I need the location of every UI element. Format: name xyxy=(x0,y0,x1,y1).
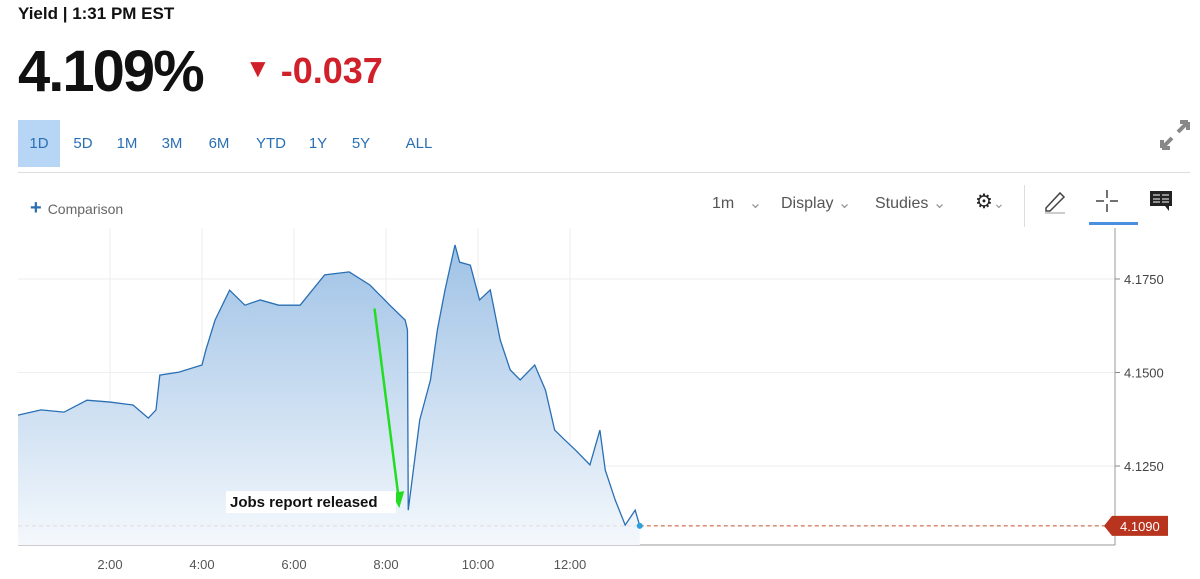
expand-icon[interactable] xyxy=(1158,118,1192,152)
range-tab-1y[interactable]: 1Y xyxy=(308,135,328,152)
comment-icon[interactable] xyxy=(1149,190,1173,217)
x-tick-label: 8:00 xyxy=(373,557,398,572)
studies-menu[interactable]: Studies ⌄ xyxy=(875,193,946,213)
display-menu[interactable]: Display ⌄ xyxy=(781,193,851,213)
range-tab-1d[interactable]: 1D xyxy=(18,120,60,167)
x-tick-label: 4:00 xyxy=(189,557,214,572)
crosshair-icon[interactable] xyxy=(1094,188,1120,219)
yield-chart[interactable]: 2:00 4:00 6:00 8:00 10:00 12:00 4.1250 4.1500 4.… xyxy=(0,228,1200,579)
y-tick-label: 4.1750 xyxy=(1124,272,1164,287)
last-value-badge xyxy=(1104,515,1168,536)
divider xyxy=(18,172,1190,173)
annotation-arrow xyxy=(373,308,400,496)
comparison-button[interactable]: + Comparison xyxy=(30,197,124,219)
studies-label: Studies xyxy=(875,195,929,212)
range-tab-1m[interactable]: 1M xyxy=(116,135,138,152)
last-value-label: 4.1090 xyxy=(1120,519,1160,534)
interval-label: 1m xyxy=(712,195,735,212)
y-tick-label: 4.1250 xyxy=(1124,459,1164,474)
toolbar-divider xyxy=(1024,185,1025,227)
annotation-bg xyxy=(226,491,396,514)
area-fill xyxy=(18,244,640,545)
series-line xyxy=(17,244,641,527)
comparison-label: Comparison xyxy=(47,201,124,217)
chevron-down-icon: ⌄ xyxy=(833,195,852,212)
chevron-down-icon: ⌄ xyxy=(928,195,947,212)
range-tab-ytd[interactable]: YTD xyxy=(256,135,286,152)
range-tab-5d[interactable]: 5D xyxy=(73,135,93,152)
range-tab-3m[interactable]: 3M xyxy=(161,135,183,152)
gear-icon[interactable]: ⚙⌄ xyxy=(975,191,1005,213)
last-point-marker xyxy=(636,522,643,529)
range-tab-6m[interactable]: 6M xyxy=(208,135,230,152)
x-tick-label: 10:00 xyxy=(462,557,495,572)
x-tick-label: 12:00 xyxy=(554,557,587,572)
chevron-down-icon: ⌄ xyxy=(748,195,763,212)
change-value: ▼ -0.037 xyxy=(245,50,383,92)
header-title: Yield | 1:31 PM EST xyxy=(18,4,175,23)
display-label: Display xyxy=(781,195,834,212)
x-tick-label: 2:00 xyxy=(97,557,122,572)
active-tool-indicator xyxy=(1089,222,1138,225)
interval-select[interactable]: 1m ⌄ xyxy=(712,193,762,213)
x-tick-label: 6:00 xyxy=(281,557,306,572)
range-tab-all[interactable]: ALL xyxy=(405,135,433,152)
pencil-icon[interactable] xyxy=(1043,188,1069,219)
y-tick-label: 4.1500 xyxy=(1124,366,1164,381)
change-text: -0.037 xyxy=(280,50,383,91)
price-value: 4.109% xyxy=(18,39,205,104)
triangle-down-icon: ▼ xyxy=(245,53,271,83)
range-tab-5y[interactable]: 5Y xyxy=(351,135,371,152)
annotation-label: Jobs report released xyxy=(230,494,378,511)
